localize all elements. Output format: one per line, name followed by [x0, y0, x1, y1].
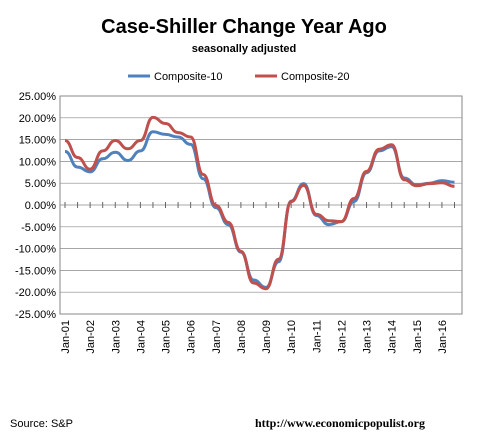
- chart-subtitle: seasonally adjusted: [192, 43, 297, 55]
- x-tick-label: Jan-04: [135, 320, 147, 354]
- y-tick-label: 25.00%: [19, 91, 57, 103]
- x-tick-label: Jan-09: [261, 320, 273, 354]
- legend: Composite-10 Composite-20: [128, 71, 349, 83]
- legend-label-composite-20: Composite-20: [281, 71, 349, 83]
- x-tick-label: Jan-08: [236, 320, 248, 354]
- x-tick-label: Jan-11: [311, 320, 323, 353]
- y-tick-label: 5.00%: [25, 178, 56, 190]
- x-tick-label: Jan-02: [85, 320, 97, 354]
- x-tick-label: Jan-07: [211, 320, 223, 354]
- plot-area: 25.00% 20.00% 15.00% 10.00% 5.00% 0.00% -5.00%…: [15, 91, 463, 354]
- x-tick-label: Jan-13: [362, 320, 374, 354]
- x-tick-label: Jan-06: [186, 320, 198, 354]
- x-tick-label: Jan-03: [110, 320, 122, 354]
- y-tick-label: -15.00%: [15, 265, 56, 277]
- x-tick-label: Jan-16: [437, 320, 449, 354]
- x-tick-label: Jan-15: [412, 320, 424, 354]
- x-tick-label: Jan-12: [336, 320, 348, 354]
- y-tick-label: -20.00%: [15, 287, 56, 299]
- chart-title: Case-Shiller Change Year Ago: [101, 16, 387, 38]
- x-tick-label: Jan-10: [286, 320, 298, 354]
- y-tick-label: 20.00%: [19, 113, 57, 125]
- source-url: http://www.economicpopulist.org: [255, 416, 425, 430]
- x-tick-label: Jan-05: [161, 320, 173, 354]
- y-tick-label: 0.00%: [25, 200, 56, 212]
- y-tick-label: 15.00%: [19, 135, 57, 147]
- legend-label-composite-10: Composite-10: [154, 71, 222, 83]
- x-tick-label: Jan-14: [387, 320, 399, 354]
- series-line-composite-20: [64, 115, 455, 291]
- x-tick-label: Jan-01: [60, 320, 72, 354]
- source-label: Source: S&P: [10, 418, 73, 430]
- y-tick-label: 10.00%: [19, 156, 57, 168]
- y-tick-label: -25.00%: [15, 309, 56, 321]
- y-tick-label: -5.00%: [21, 222, 56, 234]
- y-tick-label: -10.00%: [15, 244, 56, 256]
